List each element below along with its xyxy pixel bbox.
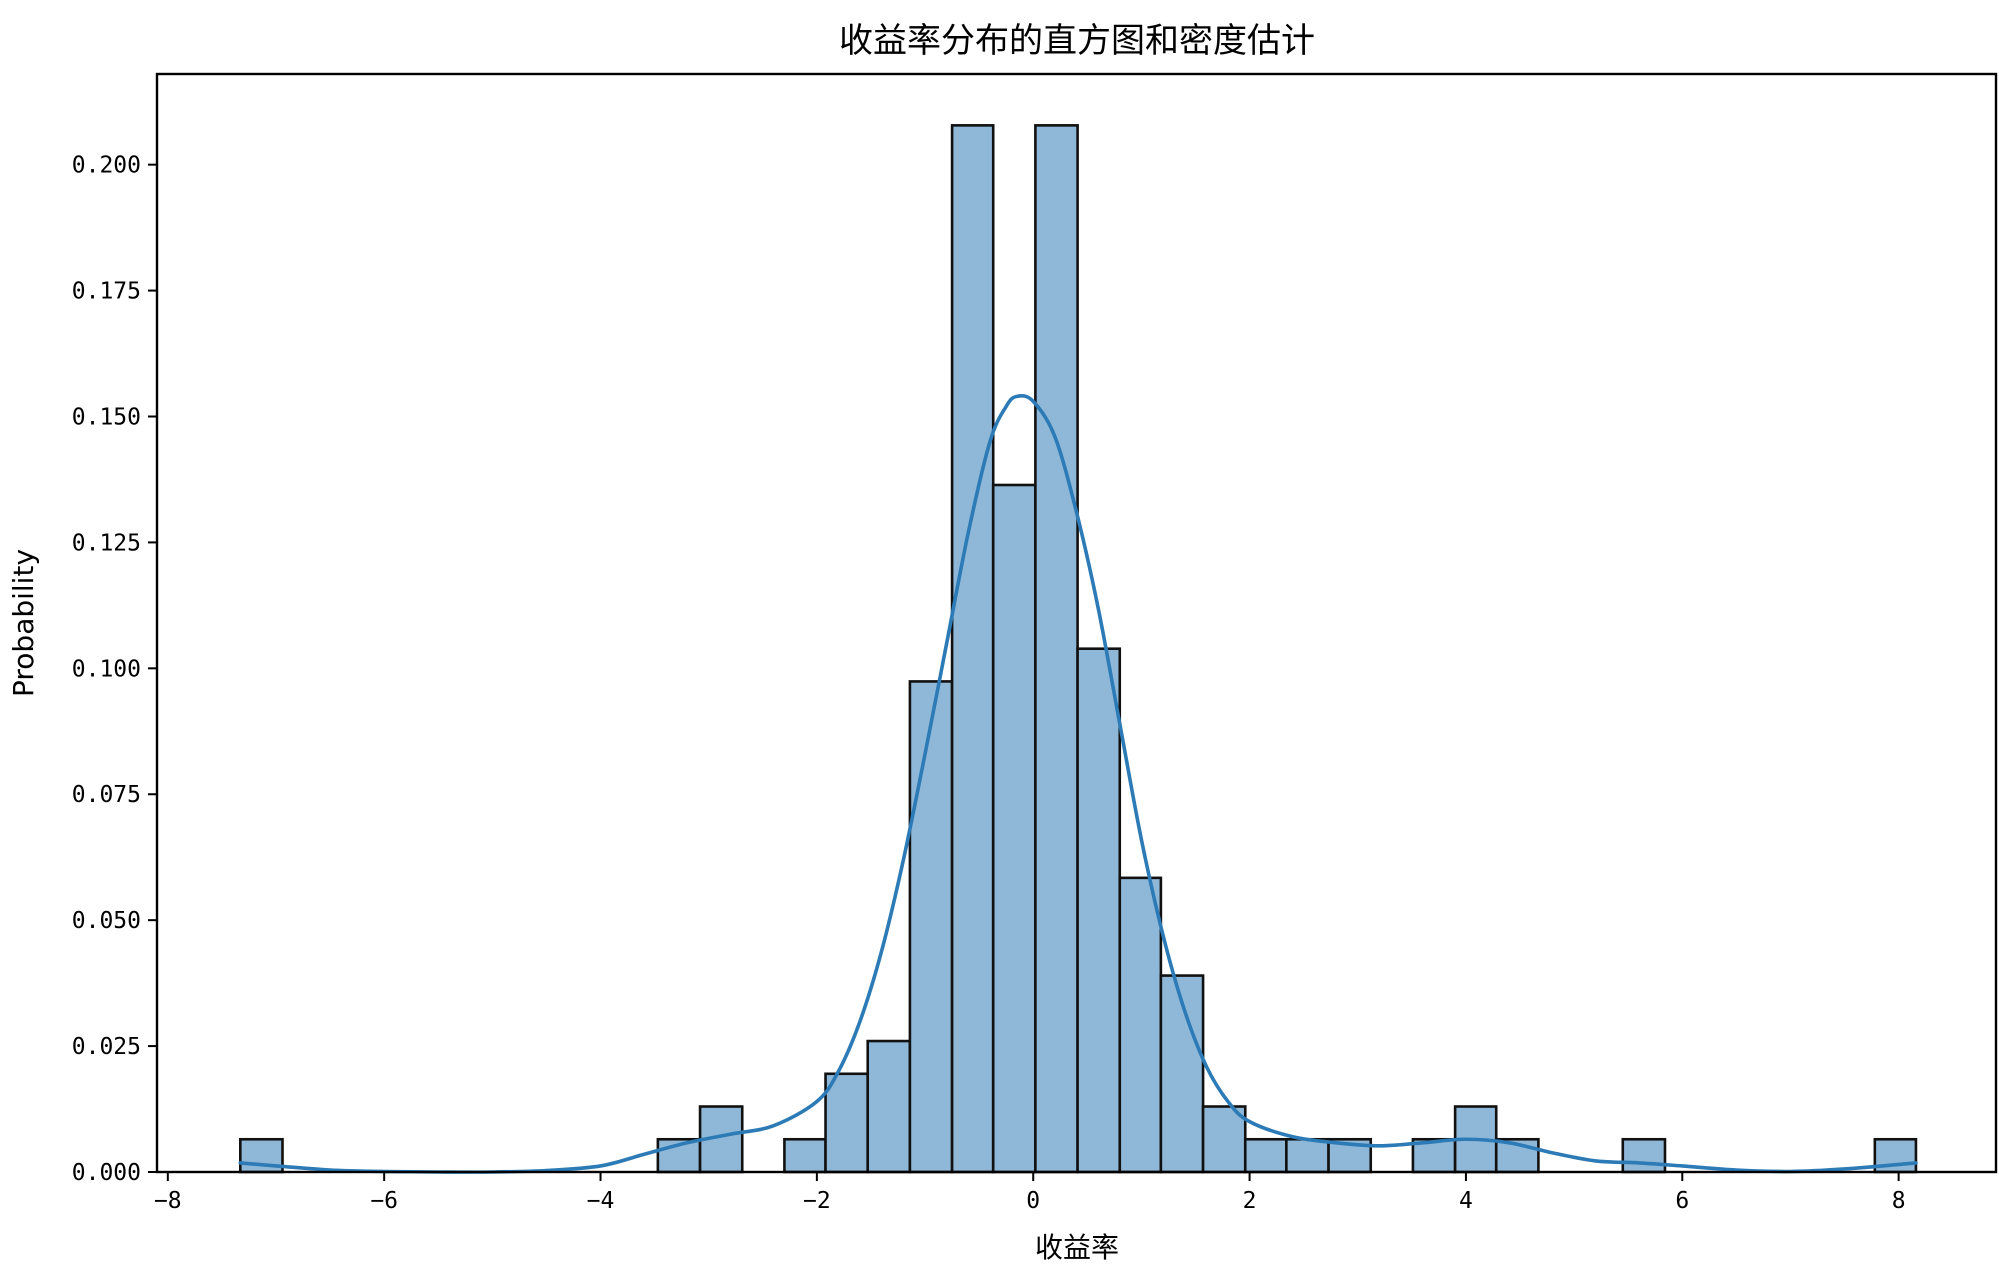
- y-tick-label: 0.050: [72, 908, 141, 934]
- x-axis-ticks: −8 −6 −4 −2 0 2 4 6 8: [154, 1172, 1906, 1214]
- y-tick-label: 0.075: [72, 782, 141, 808]
- y-tick-label: 0.125: [72, 530, 141, 556]
- histogram-bar: [866, 1039, 912, 1174]
- histogram-bar: [908, 680, 954, 1174]
- histogram-bar: [824, 1072, 870, 1174]
- histogram-bar: [991, 483, 1037, 1174]
- histogram-bar: [1076, 647, 1122, 1174]
- histogram-bar: [783, 1137, 827, 1174]
- y-axis-ticks: 0.000 0.025 0.050 0.075 0.100 0.125 0.150 0.175…: [72, 153, 157, 1186]
- histogram-bar: [1201, 1105, 1247, 1174]
- x-tick-label: 6: [1675, 1188, 1689, 1214]
- histogram-bar: [1243, 1137, 1288, 1174]
- x-tick-label: 0: [1026, 1188, 1040, 1214]
- histogram-bar: [950, 124, 995, 1174]
- x-tick-label: 4: [1459, 1188, 1473, 1214]
- histogram-bar: [1034, 124, 1079, 1174]
- chart-title: 收益率分布的直方图和密度估计: [839, 21, 1315, 61]
- y-tick-label: 0.150: [72, 404, 141, 430]
- x-tick-label: −6: [370, 1188, 398, 1214]
- x-tick-label: −8: [154, 1188, 182, 1214]
- x-tick-label: 8: [1892, 1188, 1906, 1214]
- x-tick-label: −2: [803, 1188, 831, 1214]
- y-tick-label: 0.175: [72, 279, 141, 305]
- x-axis-label: 收益率: [1035, 1231, 1119, 1264]
- histogram-bars: [239, 124, 1918, 1174]
- y-tick-label: 0.025: [72, 1034, 141, 1060]
- kde-line: [238, 394, 1918, 1174]
- histogram-bar: [1621, 1137, 1667, 1174]
- y-tick-label: 0.200: [72, 153, 141, 179]
- histogram-bar: [1285, 1137, 1330, 1174]
- y-tick-label: 0.000: [72, 1160, 141, 1186]
- histogram-bar: [1118, 876, 1163, 1174]
- y-axis-label: Probability: [7, 549, 40, 697]
- y-tick-label: 0.100: [72, 656, 141, 682]
- x-tick-label: −4: [587, 1188, 615, 1214]
- x-tick-label: 2: [1243, 1188, 1257, 1214]
- plot-area-frame: [155, 72, 1998, 1174]
